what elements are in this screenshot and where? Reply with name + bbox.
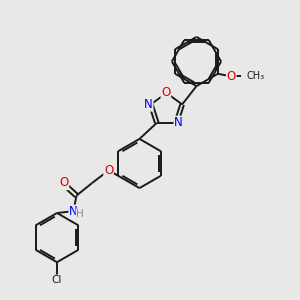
Text: H: H xyxy=(76,209,84,219)
Text: O: O xyxy=(104,164,113,177)
Text: O: O xyxy=(227,70,236,83)
Text: O: O xyxy=(161,86,170,99)
Text: Cl: Cl xyxy=(52,275,62,285)
Text: N: N xyxy=(69,205,78,218)
Text: CH₃: CH₃ xyxy=(246,71,264,81)
Text: N: N xyxy=(174,116,183,129)
Text: N: N xyxy=(144,98,153,111)
Text: O: O xyxy=(59,176,68,190)
